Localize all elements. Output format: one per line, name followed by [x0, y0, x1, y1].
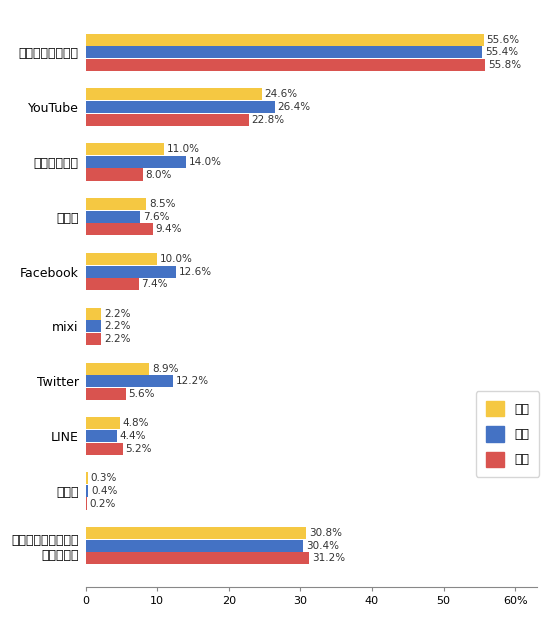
- Bar: [86, 210, 140, 223]
- Bar: [86, 497, 87, 510]
- Bar: [86, 46, 482, 58]
- Text: 10.0%: 10.0%: [160, 254, 193, 264]
- Bar: [86, 88, 262, 101]
- Text: 24.6%: 24.6%: [265, 89, 298, 99]
- Text: 0.4%: 0.4%: [91, 486, 118, 496]
- Bar: [86, 308, 101, 320]
- Text: 2.2%: 2.2%: [104, 334, 131, 344]
- Text: 2.2%: 2.2%: [104, 321, 131, 331]
- Bar: [86, 168, 143, 181]
- Bar: [86, 265, 176, 278]
- Bar: [86, 253, 157, 265]
- Text: 8.5%: 8.5%: [149, 199, 176, 209]
- Text: 8.9%: 8.9%: [152, 363, 179, 374]
- Text: 2.2%: 2.2%: [104, 308, 131, 319]
- Bar: [86, 333, 101, 345]
- Bar: [86, 156, 186, 168]
- Text: 12.6%: 12.6%: [179, 267, 212, 276]
- Text: 30.8%: 30.8%: [309, 528, 342, 538]
- Text: 9.4%: 9.4%: [156, 225, 182, 234]
- Legend: 全体, 男性, 女性: 全体, 男性, 女性: [476, 391, 540, 477]
- Text: 8.0%: 8.0%: [146, 170, 172, 180]
- Text: 55.8%: 55.8%: [488, 60, 521, 70]
- Text: 4.4%: 4.4%: [120, 431, 146, 441]
- Bar: [86, 388, 125, 400]
- Bar: [86, 552, 309, 565]
- Text: 26.4%: 26.4%: [277, 102, 311, 112]
- Bar: [86, 101, 274, 113]
- Bar: [86, 33, 483, 46]
- Text: 31.2%: 31.2%: [312, 553, 345, 563]
- Text: 0.2%: 0.2%: [90, 499, 116, 508]
- Bar: [86, 198, 146, 210]
- Text: 5.6%: 5.6%: [129, 389, 155, 399]
- Text: 22.8%: 22.8%: [252, 115, 285, 125]
- Bar: [86, 442, 123, 455]
- Bar: [86, 363, 149, 375]
- Text: 0.3%: 0.3%: [91, 473, 117, 483]
- Text: 14.0%: 14.0%: [189, 157, 222, 167]
- Bar: [86, 485, 89, 497]
- Text: 55.4%: 55.4%: [485, 48, 518, 57]
- Bar: [86, 143, 164, 155]
- Bar: [86, 540, 303, 552]
- Text: 7.6%: 7.6%: [143, 212, 169, 222]
- Bar: [86, 114, 249, 126]
- Text: 11.0%: 11.0%: [167, 144, 200, 154]
- Bar: [86, 527, 306, 539]
- Bar: [86, 320, 101, 333]
- Text: 7.4%: 7.4%: [141, 279, 168, 289]
- Bar: [86, 223, 153, 235]
- Text: 55.6%: 55.6%: [487, 35, 520, 44]
- Bar: [86, 430, 117, 442]
- Bar: [86, 418, 120, 429]
- Bar: [86, 59, 485, 71]
- Text: 4.8%: 4.8%: [123, 418, 149, 428]
- Bar: [86, 278, 139, 290]
- Bar: [86, 375, 173, 387]
- Text: 30.4%: 30.4%: [306, 540, 339, 551]
- Text: 12.2%: 12.2%: [176, 376, 209, 386]
- Text: 5.2%: 5.2%: [125, 444, 152, 453]
- Bar: [86, 472, 87, 484]
